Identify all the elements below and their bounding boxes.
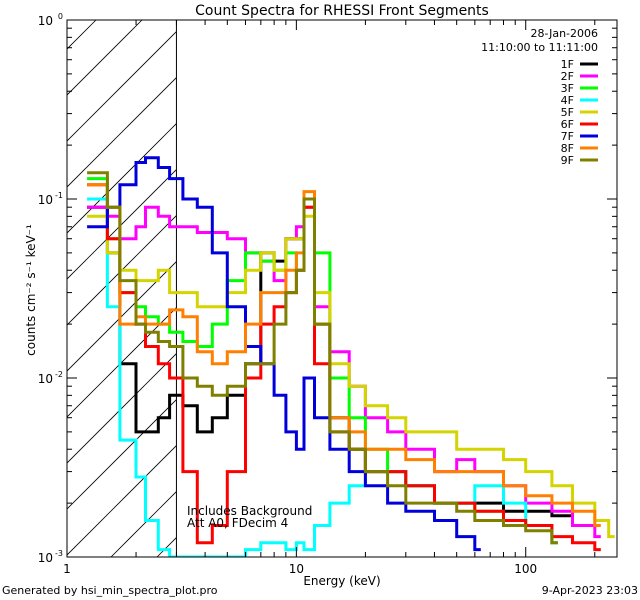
- y-tick-exponent: -2: [55, 370, 63, 379]
- plot-frame: [66, 19, 618, 558]
- legend-label-9f: 9F: [561, 154, 574, 167]
- series-line-9f: [87, 171, 558, 545]
- chart-title: Count Spectra for RHESSI Front Segments: [195, 3, 489, 19]
- hatch-lines: [0, 20, 640, 557]
- y-tick-label: 10: [38, 14, 53, 28]
- timestamp-label: 9-Apr-2023 23:03: [542, 584, 638, 597]
- legend-label-2f: 2F: [561, 70, 574, 83]
- x-tick-label: 10: [289, 562, 304, 576]
- date-label: 28-Jan-2006: [531, 27, 599, 40]
- legend-label-6f: 6F: [561, 118, 574, 131]
- hatch-line: [67, 31, 177, 142]
- hatch-line: [67, 445, 177, 556]
- hatch-line: [0, 20, 4, 557]
- legend-label-8f: 8F: [561, 142, 574, 155]
- series-line-6f: [87, 183, 601, 552]
- hatch-line: [67, 77, 177, 188]
- hatch-line: [67, 307, 177, 418]
- hatch-line: [67, 261, 177, 372]
- y-tick-label: 10: [38, 193, 53, 207]
- series-line-5f: [87, 214, 615, 539]
- y-tick-exponent: -1: [55, 191, 63, 200]
- x-tick-label: 1: [63, 562, 71, 576]
- legend-label-1f: 1F: [561, 58, 574, 71]
- series-line-8f: [87, 183, 601, 527]
- hatch-line: [67, 169, 177, 280]
- hatch-line: [67, 20, 97, 50]
- hatch-line: [203, 20, 640, 557]
- x-axis-label: Energy (keV): [303, 574, 380, 588]
- y-tick-exponent: 0: [58, 12, 63, 21]
- annotation-attenuator: Att A0, FDecim 4: [187, 516, 288, 530]
- x-tick-label: 100: [514, 562, 537, 576]
- hatch-line: [67, 353, 177, 464]
- legend-label-7f: 7F: [561, 130, 574, 143]
- y-tick-label: 10: [38, 551, 53, 565]
- legend-label-4f: 4F: [561, 94, 574, 107]
- annotation-background: Includes Background: [187, 504, 312, 518]
- generated-by-label: Generated by hsi_min_spectra_plot.pro: [2, 584, 218, 597]
- legend-label-3f: 3F: [561, 82, 574, 95]
- series-lines: [87, 156, 615, 557]
- y-tick-exponent: -3: [55, 549, 63, 558]
- hatch-line: [67, 215, 177, 326]
- hatched-region: [0, 20, 640, 557]
- y-axis-label: counts cm⁻² s⁻¹ keV⁻¹: [24, 224, 38, 356]
- time-range-label: 11:10:00 to 11:11:00: [481, 41, 598, 54]
- hatch-line: [67, 399, 177, 510]
- y-tick-label: 10: [38, 372, 53, 386]
- legend-label-5f: 5F: [561, 106, 574, 119]
